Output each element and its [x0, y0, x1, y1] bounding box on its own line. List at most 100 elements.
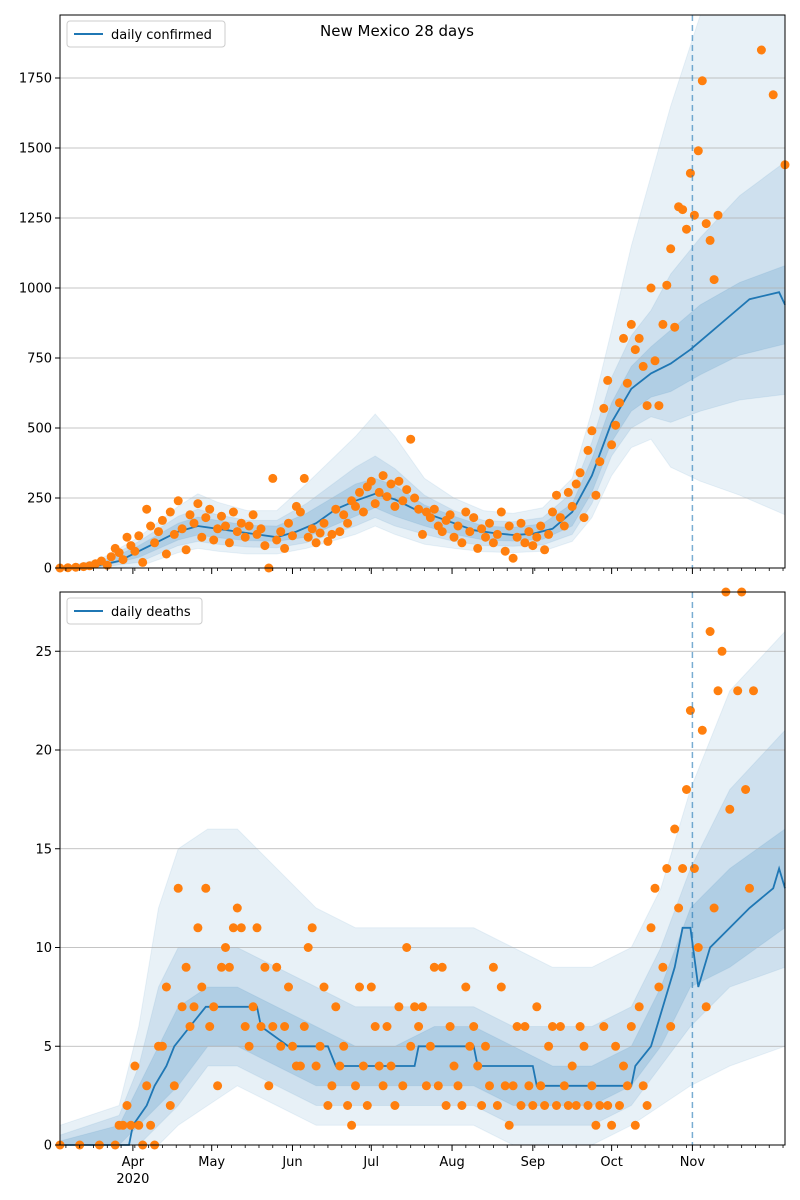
- observed-point: [634, 333, 644, 343]
- observed-point: [394, 1002, 404, 1012]
- observed-point: [749, 686, 758, 696]
- observed-point: [465, 1041, 475, 1051]
- observed-point: [445, 510, 455, 520]
- observed-point: [540, 545, 550, 555]
- observed-point: [244, 1041, 254, 1051]
- observed-point: [666, 244, 676, 254]
- observed-point: [457, 538, 467, 548]
- observed-point: [315, 1041, 325, 1051]
- observed-point: [185, 510, 195, 520]
- observed-point: [512, 532, 522, 542]
- observed-point: [725, 804, 735, 814]
- observed-point: [414, 1022, 424, 1031]
- legend-label: daily deaths: [111, 605, 191, 620]
- legend-label: daily confirmed: [111, 28, 212, 43]
- observed-point: [177, 1002, 187, 1012]
- y-tick-label: 1500: [19, 142, 52, 157]
- observed-point: [260, 541, 270, 551]
- observed-point: [130, 546, 140, 556]
- observed-point: [579, 1041, 589, 1051]
- observed-point: [130, 1061, 140, 1071]
- observed-point: [552, 1101, 561, 1110]
- observed-point: [697, 76, 707, 86]
- observed-point: [177, 524, 187, 534]
- observed-point: [512, 1022, 522, 1031]
- observed-point: [303, 532, 313, 542]
- observed-point: [469, 513, 479, 523]
- observed-point: [335, 527, 345, 537]
- observed-point: [347, 1120, 357, 1130]
- x-tick-label: Jul: [362, 1155, 379, 1170]
- observed-point: [571, 479, 581, 489]
- observed-point: [122, 1101, 132, 1110]
- observed-point: [169, 1081, 179, 1091]
- observed-point: [386, 479, 396, 489]
- observed-point: [697, 725, 707, 735]
- observed-point: [717, 646, 727, 656]
- x-tick-label: Oct: [600, 1155, 622, 1170]
- observed-point: [670, 322, 680, 332]
- observed-point: [516, 518, 526, 528]
- observed-points: [55, 45, 790, 573]
- observed-point: [323, 1101, 333, 1110]
- x-axis-ticks: Apr 2020 May Jun Jul Aug Sep Oct Nov: [65, 1145, 784, 1187]
- observed-point: [453, 1081, 463, 1091]
- observed-point: [642, 1101, 652, 1110]
- x-tick-year-label: 2020: [116, 1172, 149, 1187]
- observed-point: [303, 943, 313, 952]
- observed-point: [284, 518, 293, 528]
- observed-point: [154, 527, 163, 537]
- observed-point: [473, 543, 483, 553]
- observed-point: [425, 1041, 435, 1051]
- observed-point: [741, 785, 751, 794]
- observed-point: [670, 824, 680, 834]
- observed-point: [114, 548, 124, 558]
- observed-point: [607, 440, 617, 450]
- observed-point: [134, 531, 144, 541]
- observed-point: [492, 529, 502, 539]
- observed-point: [142, 1081, 152, 1091]
- observed-point: [126, 1120, 136, 1130]
- observed-point: [685, 168, 695, 178]
- observed-point: [374, 1061, 384, 1071]
- observed-point: [355, 982, 364, 992]
- observed-point: [228, 507, 238, 517]
- x-tick-label: Jun: [281, 1155, 302, 1170]
- observed-point: [138, 557, 148, 567]
- observed-point: [437, 962, 447, 972]
- observed-point: [197, 982, 207, 992]
- observed-point: [134, 1120, 144, 1130]
- observed-point: [603, 375, 613, 385]
- observed-point: [622, 378, 632, 388]
- observed-point: [709, 275, 719, 285]
- observed-point: [654, 982, 664, 992]
- observed-point: [256, 524, 266, 534]
- observed-point: [469, 1022, 479, 1031]
- observed-point: [193, 923, 203, 933]
- y-tick-label: 750: [27, 352, 52, 367]
- observed-point: [311, 1061, 321, 1071]
- observed-point: [607, 1120, 617, 1130]
- observed-point: [224, 962, 234, 972]
- observed-point: [307, 524, 317, 534]
- observed-point: [327, 529, 337, 539]
- observed-point: [587, 1081, 597, 1091]
- observed-point: [390, 1101, 400, 1110]
- observed-point: [358, 1061, 368, 1071]
- observed-point: [678, 205, 688, 215]
- observed-point: [500, 546, 510, 556]
- observed-point: [481, 532, 490, 542]
- observed-point: [382, 1022, 392, 1031]
- confidence-bands: [59, 14, 786, 569]
- observed-point: [378, 471, 388, 481]
- observed-point: [745, 883, 754, 893]
- observed-point: [161, 982, 171, 992]
- observed-point: [209, 1002, 219, 1012]
- observed-point: [122, 532, 132, 542]
- observed-point: [260, 962, 270, 972]
- observed-point: [650, 356, 660, 366]
- observed-point: [201, 883, 211, 893]
- observed-point: [591, 1120, 601, 1130]
- observed-point: [280, 543, 290, 553]
- observed-point: [256, 1022, 266, 1031]
